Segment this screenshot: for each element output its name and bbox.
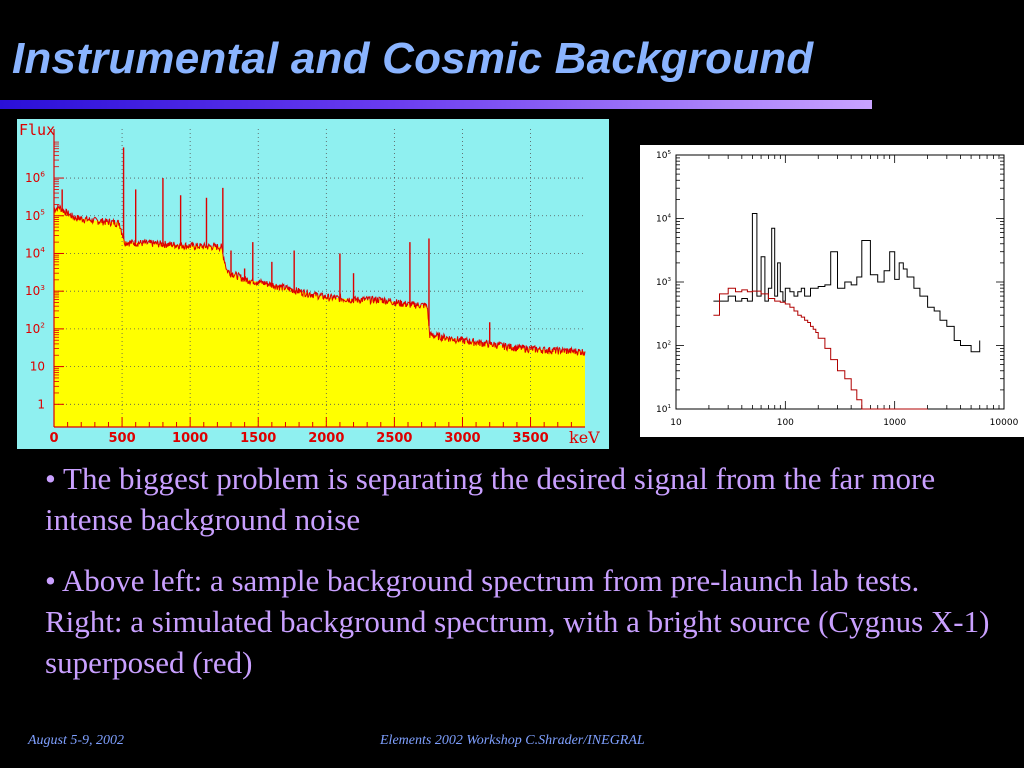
- y-tick-label: 103: [25, 283, 45, 298]
- chart-background: [640, 145, 1024, 437]
- y-tick-label: 102: [25, 320, 45, 335]
- y-tick-label: 105: [25, 207, 45, 222]
- y-tick-label: 101: [656, 404, 671, 415]
- lab-background-spectrum-svg: 0 500 1000 1500 2000 2500 3000 3500 1 10 102 103 104…: [17, 119, 609, 449]
- footer-date: August 5-9, 2002: [28, 733, 125, 748]
- title-underline: [0, 100, 872, 109]
- x-tick-label: 1500: [240, 431, 276, 446]
- y-tick-label: 104: [25, 245, 45, 260]
- simulated-background-spectrum-chart: 10 100 1000 10000 101 102 103 104 105: [640, 145, 1024, 437]
- x-tick-label: 500: [109, 431, 136, 446]
- x-tick-label: 1000: [883, 418, 906, 428]
- black-spectrum-series: [713, 213, 981, 353]
- footer-workshop-credit: Elements 2002 Workshop C.Shrader/INEGRAL: [380, 733, 645, 748]
- x-tick-label: 2500: [376, 431, 412, 446]
- x-tick-label: 10: [670, 418, 682, 428]
- bullet-item: • Above left: a sample background spectr…: [45, 563, 990, 680]
- lab-background-spectrum-chart: 0 500 1000 1500 2000 2500 3000 3500 1 10 102 103 104…: [17, 119, 609, 449]
- x-axis-title: keV: [569, 428, 600, 447]
- x-tick-label: 3500: [512, 431, 548, 446]
- spectrum-outline: [53, 203, 586, 357]
- bullet-list: • The biggest problem is separating the …: [45, 458, 995, 703]
- x-tick-label: 0: [49, 431, 58, 446]
- bullet-item: • The biggest problem is separating the …: [45, 461, 936, 537]
- x-tick-label: 100: [777, 418, 794, 428]
- red-spectrum-series: [713, 287, 928, 410]
- y-axis-title: Flux: [19, 121, 55, 139]
- y-tick-label: 105: [656, 150, 671, 161]
- y-tick-label: 106: [25, 170, 45, 185]
- x-tick-label: 3000: [444, 431, 480, 446]
- x-tick-label: 2000: [308, 431, 344, 446]
- x-tick-label: 10000: [990, 418, 1019, 428]
- x-tick-label: 1000: [172, 431, 208, 446]
- y-tick-label: 1: [37, 397, 45, 411]
- y-tick-label: 102: [656, 340, 671, 351]
- y-tick-label: 10: [30, 360, 45, 374]
- y-tick-label: 103: [656, 277, 671, 288]
- simulated-background-spectrum-svg: 10 100 1000 10000 101 102 103 104 105: [640, 145, 1024, 437]
- spectrum-fill-area: [54, 207, 585, 427]
- y-tick-label: 104: [656, 213, 671, 224]
- slide-title: Instrumental and Cosmic Background: [12, 34, 814, 83]
